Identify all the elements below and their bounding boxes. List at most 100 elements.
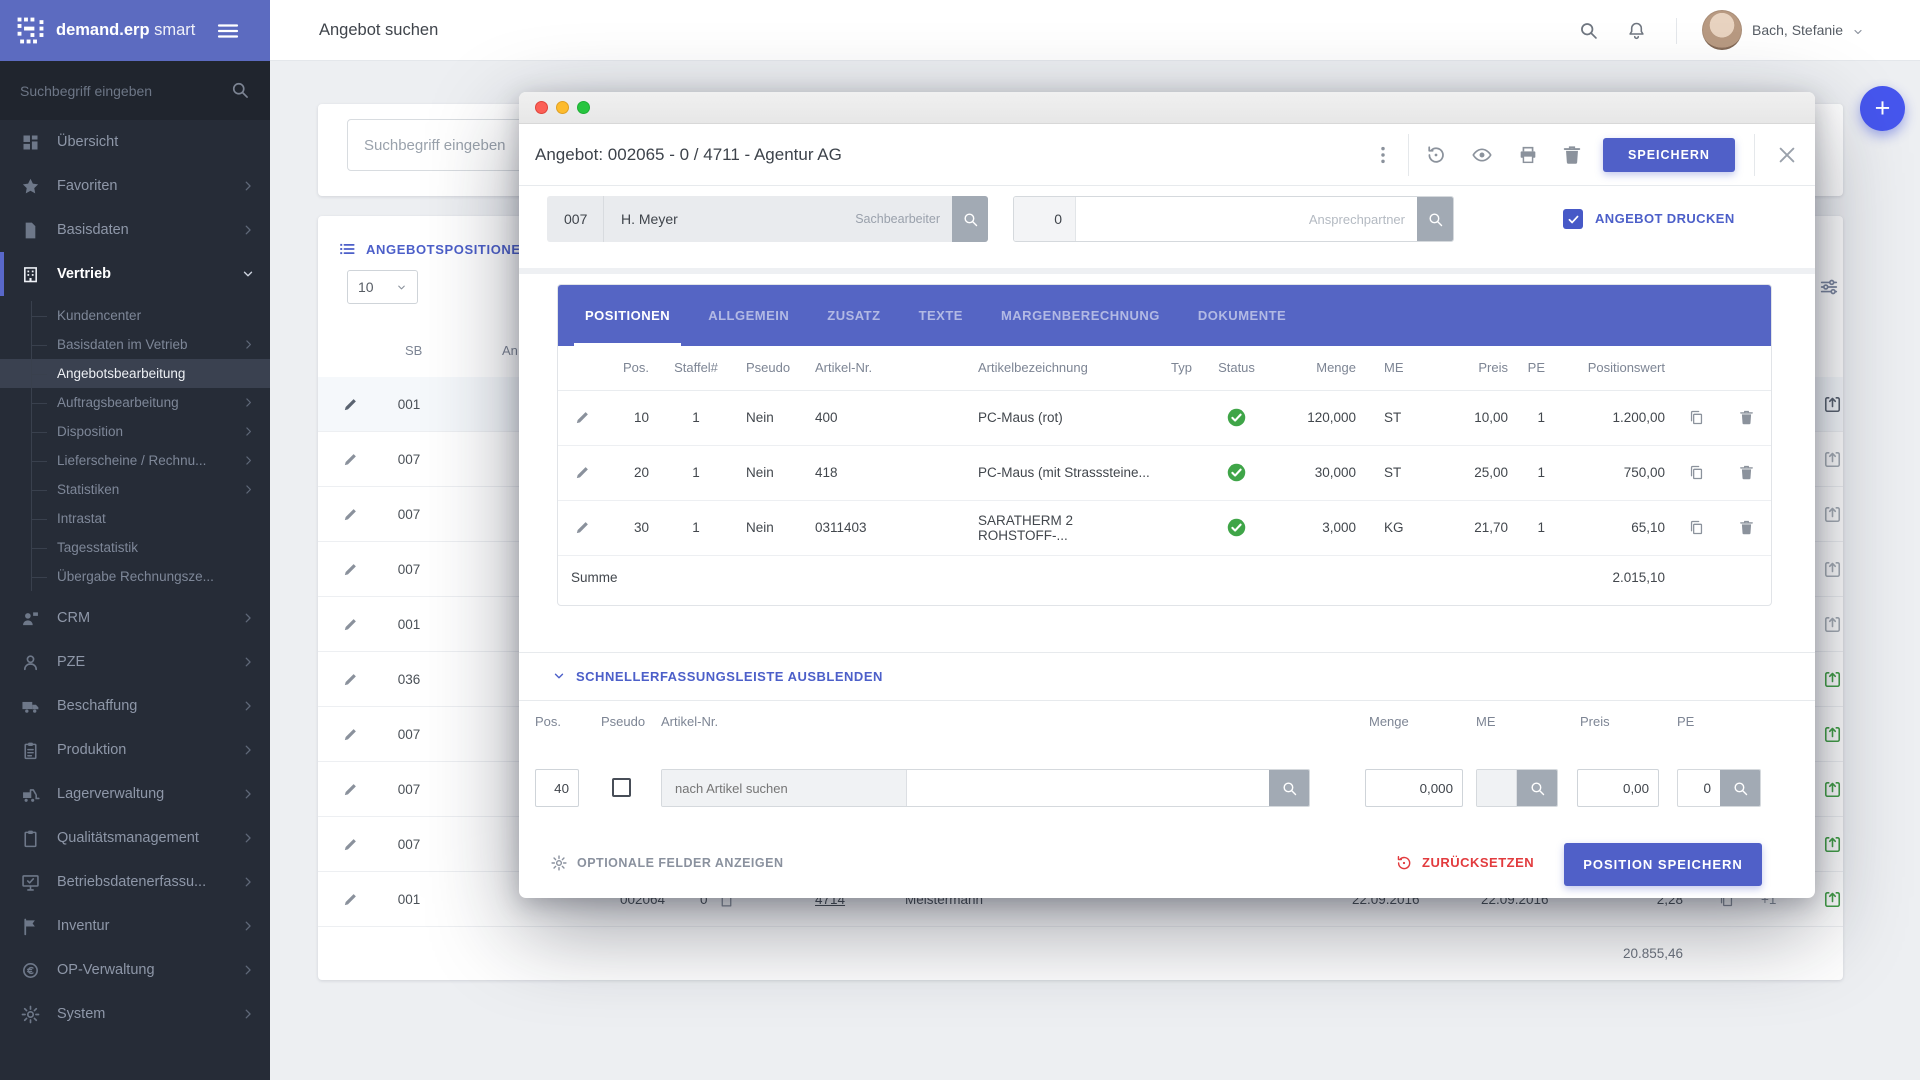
optional-fields-button[interactable]: OPTIONALE FELDER ANZEIGEN xyxy=(577,840,784,886)
delete-trash-icon[interactable] xyxy=(1561,144,1583,166)
edit-pencil-icon[interactable] xyxy=(342,836,359,853)
page-size-select[interactable]: 10 xyxy=(347,270,418,304)
position-row[interactable]: 20 1 Nein 418 PC-Maus (mit Strasssteine.… xyxy=(558,445,1771,500)
edit-pencil-icon[interactable] xyxy=(574,409,591,426)
quick-pe-input[interactable] xyxy=(1678,770,1720,806)
window-minimize-dot[interactable] xyxy=(556,101,569,114)
edit-pencil-icon[interactable] xyxy=(574,519,591,536)
tab-texte[interactable]: TEXTE xyxy=(908,285,974,346)
sidebar-item-pze[interactable]: PZE xyxy=(0,640,270,684)
sidebar-item-angebotsbearbeitung[interactable]: Angebotsbearbeitung xyxy=(0,359,270,388)
export-icon[interactable] xyxy=(1823,835,1842,854)
tab-margenberechnung[interactable]: MARGENBERECHNUNG xyxy=(990,285,1171,346)
filter-sliders-icon[interactable] xyxy=(1818,276,1840,298)
notifications-bell-icon[interactable] xyxy=(1626,20,1647,41)
quick-pseudo-checkbox[interactable] xyxy=(612,778,631,797)
export-icon[interactable] xyxy=(1823,505,1842,524)
copy-icon[interactable] xyxy=(1688,464,1705,481)
sidebar-item-basisdaten-im-vetrieb[interactable]: Basisdaten im Vetrieb xyxy=(0,330,270,359)
edit-pencil-icon[interactable] xyxy=(342,671,359,688)
sidebar-item-lagerverwaltung[interactable]: Lagerverwaltung xyxy=(0,772,270,816)
position-row[interactable]: 10 1 Nein 400 PC-Maus (rot) 120,000 ST 1… xyxy=(558,390,1771,445)
user-name[interactable]: Bach, Stefanie xyxy=(1752,0,1843,61)
kebab-menu-icon[interactable] xyxy=(1372,144,1394,166)
sidebar-item-op-verwaltung[interactable]: OP-Verwaltung xyxy=(0,948,270,992)
delete-trash-icon[interactable] xyxy=(1738,519,1755,536)
export-icon[interactable] xyxy=(1823,615,1842,634)
edit-pencil-icon[interactable] xyxy=(342,561,359,578)
save-button[interactable]: SPEICHERN xyxy=(1603,138,1735,172)
reset-button[interactable]: ZURÜCKSETZEN xyxy=(1422,840,1534,886)
edit-pencil-icon[interactable] xyxy=(342,396,359,413)
sidebar-item-crm[interactable]: CRM xyxy=(0,596,270,640)
history-icon[interactable] xyxy=(1425,144,1447,166)
quickbar-toggle[interactable]: SCHNELLERFASSUNGSLEISTE AUSBLENDEN xyxy=(552,652,883,700)
export-icon[interactable] xyxy=(1823,725,1842,744)
preview-eye-icon[interactable] xyxy=(1471,144,1493,166)
add-offer-fab-button[interactable]: + xyxy=(1860,86,1905,131)
menu-burger-icon[interactable] xyxy=(216,19,240,43)
sidebar-item-uebersicht[interactable]: Übersicht xyxy=(0,120,270,164)
reset-icon[interactable] xyxy=(1395,854,1413,872)
list-section-header[interactable]: ANGEBOTSPOSITIONEN xyxy=(338,240,531,258)
quick-me-search-button[interactable] xyxy=(1517,770,1557,806)
copy-icon[interactable] xyxy=(1688,409,1705,426)
angebot-drucken-checkbox[interactable] xyxy=(1563,209,1583,229)
sidebar-item-system[interactable]: System xyxy=(0,992,270,1036)
user-avatar[interactable] xyxy=(1702,10,1742,50)
edit-pencil-icon[interactable] xyxy=(342,616,359,633)
edit-pencil-icon[interactable] xyxy=(342,506,359,523)
sidebar-item-betriebsdatenerfassung[interactable]: Betriebsdatenerfassu... xyxy=(0,860,270,904)
sidebar-search-icon[interactable] xyxy=(230,80,250,100)
edit-pencil-icon[interactable] xyxy=(342,781,359,798)
sidebar-item-inventur[interactable]: Inventur xyxy=(0,904,270,948)
sidebar-item-vertrieb[interactable]: Vertrieb xyxy=(0,252,270,296)
sachbearbeiter-search-button[interactable] xyxy=(952,196,988,242)
export-icon[interactable] xyxy=(1823,560,1842,579)
position-row[interactable]: 30 1 Nein 0311403 SARATHERM 2 ROHSTOFF-.… xyxy=(558,500,1771,555)
quick-menge-input[interactable] xyxy=(1365,769,1463,807)
ansprechpartner-search-button[interactable] xyxy=(1417,197,1453,241)
close-icon[interactable] xyxy=(1776,144,1798,166)
sachbearbeiter-field[interactable]: 007 H. Meyer Sachbearbeiter xyxy=(547,196,988,242)
quick-preis-input[interactable] xyxy=(1577,769,1659,807)
ansprechpartner-input[interactable] xyxy=(1076,212,1417,227)
export-icon[interactable] xyxy=(1823,890,1842,909)
sidebar-item-intrastat[interactable]: Intrastat xyxy=(0,504,270,533)
user-menu-chevron-down-icon[interactable] xyxy=(1852,26,1864,38)
sidebar-item-basisdaten[interactable]: Basisdaten xyxy=(0,208,270,252)
sidebar-item-tagesstatistik[interactable]: Tagesstatistik xyxy=(0,533,270,562)
quick-pe-search-button[interactable] xyxy=(1720,770,1760,806)
sidebar-item-qualitaetsmanagement[interactable]: Qualitätsmanagement xyxy=(0,816,270,860)
export-icon[interactable] xyxy=(1823,450,1842,469)
sidebar-item-produktion[interactable]: Produktion xyxy=(0,728,270,772)
edit-pencil-icon[interactable] xyxy=(342,726,359,743)
tab-dokumente[interactable]: DOKUMENTE xyxy=(1187,285,1297,346)
sidebar-item-uebergabe-rechnungsze[interactable]: Übergabe Rechnungsze... xyxy=(0,562,270,591)
edit-pencil-icon[interactable] xyxy=(574,464,591,481)
copy-icon[interactable] xyxy=(1688,519,1705,536)
tab-positionen[interactable]: POSITIONEN xyxy=(574,285,681,346)
gear-icon[interactable] xyxy=(550,854,568,872)
export-icon[interactable] xyxy=(1823,395,1842,414)
search-icon[interactable] xyxy=(1578,20,1599,41)
position-save-button[interactable]: POSITION SPEICHERN xyxy=(1564,843,1762,886)
print-icon[interactable] xyxy=(1517,144,1539,166)
ansprechpartner-field[interactable]: 0 xyxy=(1013,196,1454,242)
quick-pos-input[interactable] xyxy=(535,769,579,807)
quick-artikel-search-button[interactable] xyxy=(1269,770,1309,806)
quick-artikel-input[interactable] xyxy=(662,770,907,806)
sidebar-item-beschaffung[interactable]: Beschaffung xyxy=(0,684,270,728)
tab-allgemein[interactable]: ALLGEMEIN xyxy=(697,285,800,346)
window-close-dot[interactable] xyxy=(535,101,548,114)
sidebar-item-favoriten[interactable]: Favoriten xyxy=(0,164,270,208)
tab-zusatz[interactable]: ZUSATZ xyxy=(816,285,891,346)
delete-trash-icon[interactable] xyxy=(1738,464,1755,481)
sidebar-item-statistiken[interactable]: Statistiken xyxy=(0,475,270,504)
export-icon[interactable] xyxy=(1823,670,1842,689)
angebot-drucken-label[interactable]: ANGEBOT DRUCKEN xyxy=(1595,196,1735,242)
sidebar-search-input[interactable] xyxy=(20,61,210,120)
sidebar-item-lieferscheine[interactable]: Lieferscheine / Rechnu... xyxy=(0,446,270,475)
edit-pencil-icon[interactable] xyxy=(342,891,359,908)
sidebar-item-kundencenter[interactable]: Kundencenter xyxy=(0,301,270,330)
